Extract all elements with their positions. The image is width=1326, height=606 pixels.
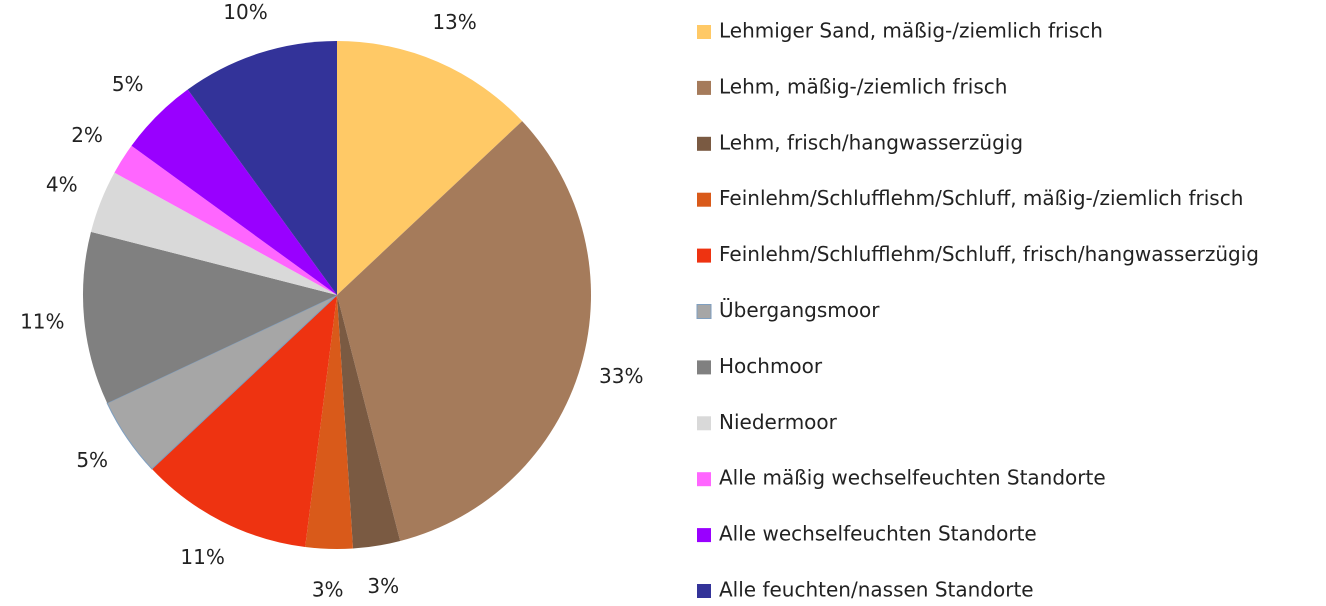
pie-slice — [337, 295, 401, 549]
legend-label: Lehmiger Sand, mäßig-/ziemlich frisch — [719, 19, 1103, 43]
legend-label: Übergangsmoor — [719, 298, 880, 322]
data-label: 4% — [46, 173, 78, 197]
pie-slice — [187, 41, 337, 295]
legend-swatch — [697, 416, 711, 431]
legend-swatch — [697, 25, 711, 39]
legend-label: Lehm, frisch/hangwasserzügig — [719, 130, 1023, 154]
data-label: 5% — [112, 72, 144, 96]
data-label: 3% — [312, 577, 344, 601]
data-label: 33% — [599, 364, 643, 388]
pie-slice — [90, 172, 337, 295]
legend-label: Lehm, mäßig-/ziemlich frisch — [719, 74, 1007, 98]
data-label: 11% — [180, 545, 224, 569]
legend-swatch — [696, 304, 712, 319]
data-label: 10% — [223, 0, 267, 24]
legend-label: Alle mäßig wechselfeuchten Standorte — [719, 466, 1106, 490]
legend-swatch — [697, 136, 711, 151]
legend-label: Niedermoor — [719, 410, 838, 434]
pie-slice — [151, 295, 337, 547]
legend-swatch — [697, 192, 711, 207]
data-label: 2% — [71, 123, 103, 147]
data-label: 5% — [76, 448, 108, 472]
legend-swatch — [697, 80, 711, 95]
pie-slice — [337, 121, 591, 542]
legend-label: Feinlehm/Schlufflehm/Schluff, frisch/han… — [719, 242, 1259, 266]
pie-slice — [305, 295, 353, 549]
pie-slice — [82, 231, 337, 404]
legend-swatch — [697, 528, 711, 543]
legend-label: Hochmoor — [719, 354, 823, 378]
data-label: 13% — [432, 10, 476, 34]
pie-slice — [106, 294, 338, 470]
legend-label: Feinlehm/Schlufflehm/Schluff, mäßig-/zie… — [719, 186, 1243, 210]
legend-swatch — [697, 584, 711, 598]
data-label: 11% — [20, 309, 64, 333]
pie-slice — [114, 145, 337, 295]
pie-slice — [337, 41, 523, 295]
legend-swatch — [697, 472, 711, 487]
legend-swatch — [697, 248, 711, 263]
data-label: 3% — [367, 574, 399, 598]
legend-swatch — [697, 360, 711, 375]
pie-slice — [131, 89, 337, 296]
legend-label: Alle wechselfeuchten Standorte — [719, 522, 1037, 546]
legend-label: Alle feuchten/nassen Standorte — [719, 578, 1034, 602]
